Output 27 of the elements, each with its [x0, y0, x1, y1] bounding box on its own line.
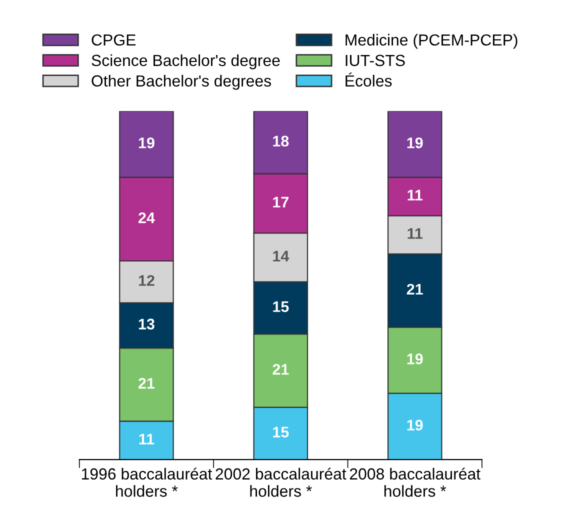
data-label: 19	[407, 137, 423, 148]
data-label: 15	[273, 301, 289, 312]
data-label: 24	[138, 212, 155, 224]
data-label: 21	[138, 378, 155, 389]
x-tick-label: 2002 baccalauréat holders *	[216, 468, 346, 497]
data-label: 19	[138, 137, 154, 148]
legend-label: Science Bachelor's degree	[92, 54, 280, 70]
data-label: 21	[406, 284, 423, 294]
data-label: 14	[273, 250, 290, 262]
legend-label: Écoles	[346, 72, 392, 87]
legend-label: Other Bachelor's degrees	[92, 74, 271, 90]
data-label: 11	[408, 190, 423, 200]
legend-label: CPGE	[92, 34, 136, 46]
legend-label: IUT-STS	[346, 54, 405, 66]
data-label: 19	[407, 420, 423, 431]
data-label: 18	[273, 136, 289, 147]
data-label: 15	[273, 426, 289, 438]
data-label: 21	[272, 364, 289, 375]
data-label: 11	[408, 228, 423, 239]
data-label: 17	[273, 196, 288, 208]
x-tick-label: 2008 baccalauréat holders *	[350, 468, 480, 497]
data-label: 13	[138, 318, 154, 330]
legend-label: Medicine (PCEM-PCEP)	[346, 34, 518, 49]
data-label: 11	[139, 434, 154, 444]
x-tick-label: 1996 baccalauréat holders *	[82, 468, 212, 497]
data-label: 12	[138, 275, 154, 286]
data-label: 19	[407, 354, 423, 364]
